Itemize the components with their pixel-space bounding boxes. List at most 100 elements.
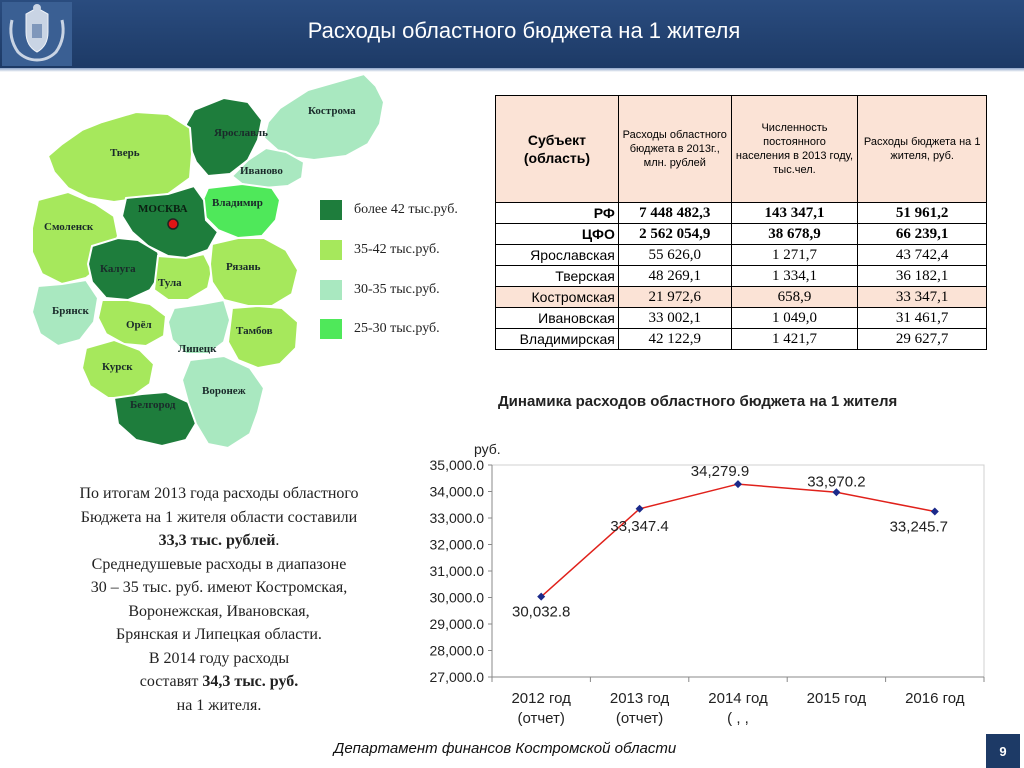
- table-cell: 1 271,7: [730, 244, 859, 266]
- map-label-tambov: Тамбов: [236, 325, 273, 337]
- region-tula: [152, 252, 214, 301]
- x-tick-label: 2012 год: [511, 690, 571, 707]
- map-label-smolensk: Смоленск: [44, 221, 94, 233]
- region-voronezh: [180, 354, 266, 450]
- x-tick-label: 2014 год: [708, 690, 768, 707]
- legend-swatch: [320, 319, 342, 339]
- table-cell: 2 562 054,9: [617, 223, 732, 245]
- note-line: Среднедушевые расходы в диапазоне: [91, 555, 347, 573]
- table-cell: 21 972,6: [617, 286, 732, 308]
- header-bar: Расходы областного бюджета на 1 жителя: [0, 0, 1024, 72]
- map-label-voronezh: Воронеж: [202, 385, 246, 397]
- region-map: Кострома Ярославль Тверь Иваново Владими…: [18, 68, 392, 458]
- legend-swatch: [320, 280, 342, 300]
- table-cell: 33 347,1: [857, 286, 987, 308]
- plot-area: [491, 464, 985, 678]
- map-label-ivanovo: Иваново: [240, 165, 283, 177]
- legend-item: 25-30 тыс.руб.: [320, 319, 440, 339]
- data-point-marker: [930, 507, 939, 516]
- column-header: Расходы областного бюджета в 2013г., млн…: [617, 95, 732, 203]
- column-header: Субъект (область): [495, 95, 619, 203]
- region-ryazan: [208, 237, 300, 307]
- table-cell: 1 421,7: [730, 328, 859, 350]
- note-line: 33,3 тыс. рублей.: [38, 529, 400, 553]
- table-cell: Владимирская: [495, 328, 619, 350]
- y-tick-label: 32,000.0: [430, 537, 485, 553]
- data-label: 33,347.4: [610, 518, 668, 535]
- table-row: ЦФО 2 562 054,9 38 678,9 66 239,1: [495, 223, 987, 245]
- region-kursk: [80, 338, 156, 399]
- expenditure-line-chart: руб. 27,000.0 28,000.0 29,000.0 30,000.0 31,…: [430, 441, 985, 727]
- region-belgorod: [112, 390, 200, 448]
- y-tick-label: 27,000.0: [430, 669, 485, 685]
- map-label-tula: Тула: [158, 277, 182, 289]
- region-ivanovo: [230, 146, 306, 190]
- region-tambov: [226, 304, 300, 370]
- table-row-highlighted: Костромская 21 972,6 658,9 33 347,1: [495, 286, 987, 308]
- series-line: [540, 483, 935, 598]
- table-row: Тверская 48 269,1 1 334,1 36 182,1: [495, 265, 987, 287]
- data-point-marker: [734, 480, 742, 489]
- note-line: на 1 жителя.: [176, 696, 262, 714]
- y-axis-unit-label: руб.: [474, 441, 501, 457]
- data-point-marker: [832, 488, 841, 497]
- data-point-marker: [635, 504, 644, 513]
- table-row: Ивановская 33 002,1 1 049,0 31 461,7: [495, 307, 987, 329]
- map-label-bryansk: Брянск: [52, 305, 90, 317]
- y-tick-label: 30,000.0: [430, 590, 485, 606]
- note-line: Воронежская, Ивановская,: [128, 602, 310, 620]
- page-number: 9: [986, 734, 1020, 768]
- x-tick-label: (отчет): [517, 710, 564, 727]
- moscow-marker-icon: [167, 218, 179, 230]
- data-label: 33,245.7: [890, 518, 948, 535]
- table-cell: 7 448 482,3: [617, 202, 732, 224]
- table-cell: 43 742,4: [857, 244, 987, 266]
- note-highlight: 34,3 тыс. руб.: [202, 673, 299, 690]
- table-cell: 51 961,2: [857, 202, 987, 224]
- coat-of-arms-icon: [2, 2, 72, 66]
- table-cell: 33 002,1: [617, 307, 732, 329]
- data-label: 30,032.8: [512, 604, 570, 621]
- column-header: Расходы бюджета на 1 жителя, руб.: [857, 95, 987, 203]
- table-cell: 42 122,9: [617, 328, 732, 350]
- map-label-vladimir: Владимир: [212, 197, 263, 209]
- table-cell: 38 678,9: [730, 223, 859, 245]
- y-tick-label: 29,000.0: [430, 616, 485, 632]
- table-cell: Ярославская: [495, 244, 619, 266]
- map-label-orel: Орёл: [126, 319, 152, 331]
- data-point-marker: [537, 592, 546, 601]
- footer-department: Департамент финансов Костромской области: [333, 740, 677, 757]
- map-label-yaroslavl: Ярославль: [214, 127, 268, 139]
- note-text: .: [275, 532, 280, 549]
- legend-label: 30-35 тыс.руб.: [354, 282, 440, 297]
- y-tick-label: 28,000.0: [430, 643, 485, 659]
- table-cell: 1 334,1: [730, 265, 859, 287]
- table-cell: ЦФО: [495, 223, 619, 245]
- map-label-kostroma: Кострома: [308, 105, 356, 117]
- region-orel: [96, 299, 168, 348]
- y-tick-label: 31,000.0: [430, 563, 485, 579]
- central-district-map: Кострома Ярославль Тверь Иваново Владими…: [30, 72, 386, 450]
- note-line: Бюджета на 1 жителя области составили: [80, 508, 358, 526]
- table-cell: РФ: [495, 202, 619, 224]
- table-cell: 31 461,7: [857, 307, 987, 329]
- map-label-ryazan: Рязань: [226, 261, 261, 273]
- budget-table: Субъект (область) Расходы областного бюд…: [495, 95, 987, 350]
- table-cell: 658,9: [730, 286, 859, 308]
- legend-label: 35-42 тыс.руб.: [354, 242, 440, 257]
- map-label-lipetsk: Липецк: [178, 343, 217, 355]
- chart-title: Динамика расходов областного бюджета на …: [498, 393, 898, 410]
- x-tick-label: ( , ,: [727, 710, 749, 727]
- page-title: Расходы областного бюджета на 1 жителя: [307, 18, 741, 43]
- legend-swatch: [320, 200, 342, 220]
- region-lipetsk: [166, 298, 232, 355]
- map-label-kursk: Курск: [102, 361, 133, 373]
- map-label-kaluga: Калуга: [100, 263, 136, 275]
- table-cell: 143 347,1: [730, 202, 859, 224]
- note-line: 30 – 35 тыс. руб. имеют Костромская,: [90, 579, 348, 596]
- y-tick-label: 33,000.0: [430, 510, 485, 526]
- table-cell: 1 049,0: [730, 307, 859, 329]
- y-tick-label: 34,000.0: [430, 484, 485, 500]
- legend-label: более 42 тыс.руб.: [354, 202, 458, 217]
- x-tick-label: 2015 год: [807, 690, 867, 707]
